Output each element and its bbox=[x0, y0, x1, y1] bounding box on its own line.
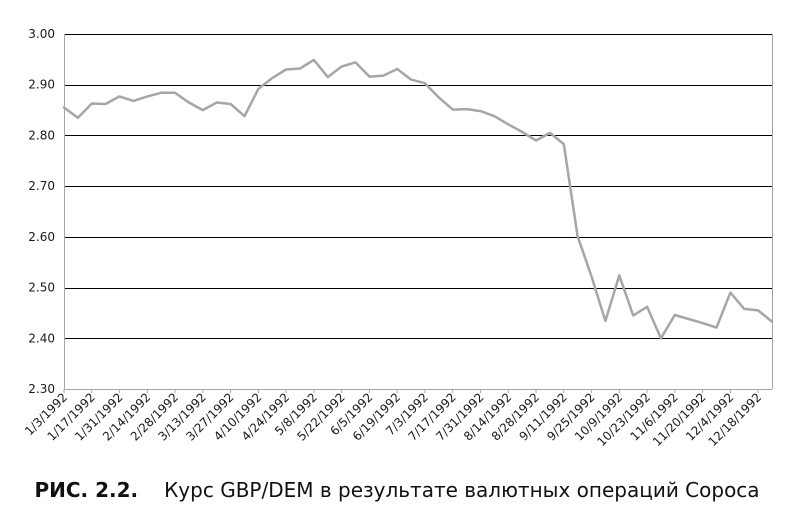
y-tick-label: 2.30 bbox=[28, 382, 55, 396]
y-tick-label: 2.70 bbox=[28, 179, 55, 193]
figure-caption: РИС. 2.2. Курс GBP/DEM в результате валют… bbox=[0, 478, 794, 502]
caption-text: Курс GBP/DEM в результате валютных опера… bbox=[164, 478, 760, 502]
y-tick-label: 2.90 bbox=[28, 78, 55, 92]
y-axis-tick-labels: 2.30 2.40 2.50 2.60 2.70 2.80 2.90 3.00 bbox=[28, 27, 55, 396]
figure-label: РИС. 2.2. bbox=[34, 478, 139, 502]
y-tick-label: 3.00 bbox=[28, 27, 55, 41]
x-axis-tick-labels: 1/3/19921/17/19921/31/19922/14/19922/28/… bbox=[22, 390, 764, 449]
y-tick-label: 2.50 bbox=[28, 281, 55, 295]
series-line-0 bbox=[62, 58, 774, 340]
y-tick-label: 2.80 bbox=[28, 128, 55, 142]
y-tick-label: 2.60 bbox=[28, 230, 55, 244]
axes bbox=[63, 34, 773, 393]
gridlines bbox=[64, 34, 772, 339]
line-chart: 2.30 2.40 2.50 2.60 2.70 2.80 2.90 3.00 1/3/199… bbox=[22, 27, 774, 449]
series-layer bbox=[62, 58, 774, 340]
y-tick-label: 2.40 bbox=[28, 331, 55, 345]
